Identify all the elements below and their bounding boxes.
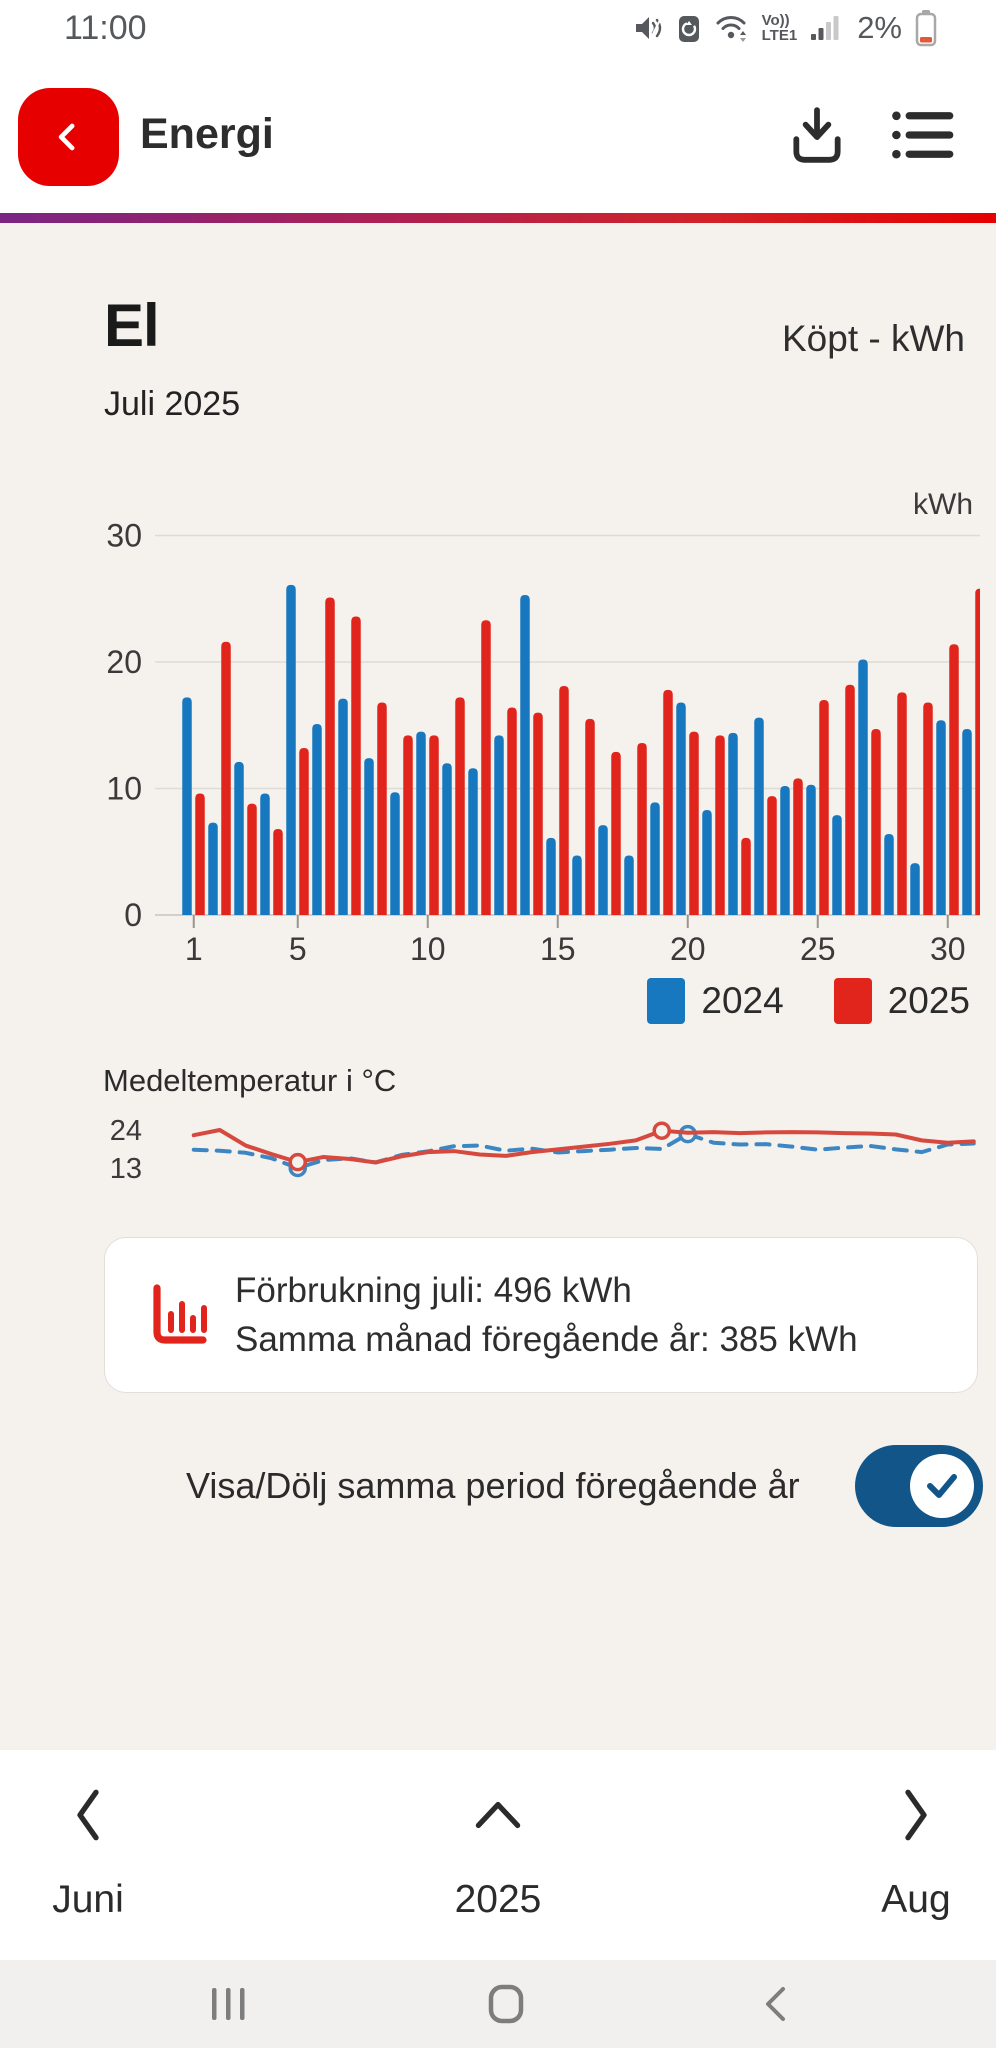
svg-text:kWh: kWh [913, 490, 973, 521]
prev-month-button[interactable]: Juni [28, 1786, 148, 1922]
svg-text:25: 25 [800, 931, 836, 960]
status-bar: 11:00 Vo)) [0, 0, 996, 56]
recents-button[interactable] [206, 1984, 252, 2024]
section-heading: El [104, 292, 160, 359]
network-type-label: Vo)) LTE1 [761, 12, 798, 44]
prev-month-label: Juni [52, 1878, 124, 1921]
period-label: Juli 2025 [104, 385, 241, 423]
brand-gradient-divider [0, 213, 996, 223]
svg-text:30: 30 [106, 518, 142, 554]
mute-icon [632, 12, 664, 44]
legend-swatch-2024 [647, 978, 686, 1024]
svg-text:20: 20 [106, 644, 142, 680]
chevron-left-icon [58, 123, 74, 151]
svg-text:15: 15 [540, 931, 576, 960]
compare-toggle-label: Visa/Dölj samma period föregående år [186, 1465, 800, 1506]
battery-percent-label: 2% [857, 10, 902, 45]
list-menu-button[interactable] [890, 107, 954, 163]
consumption-previous-line: Samma månad föregående år: 385 kWh [235, 1319, 858, 1359]
svg-text:0: 0 [124, 897, 142, 933]
energy-content: El Köpt - kWh Juli 2025 kWh 30 20 10 0 1 5 10 15… [0, 223, 996, 1750]
app-header: Energi [0, 56, 996, 213]
temperature-title: Medeltemperatur i °C [103, 1063, 397, 1098]
next-month-button[interactable]: Aug [856, 1786, 976, 1922]
legend-swatch-2025 [833, 978, 872, 1024]
wifi-icon [714, 11, 750, 45]
home-button[interactable] [485, 1983, 527, 2025]
check-icon [927, 1474, 957, 1498]
svg-text:24: 24 [110, 1115, 142, 1147]
svg-text:30: 30 [930, 931, 966, 960]
period-navigation: Juni 2025 Aug [0, 1750, 996, 1960]
year-selector-button[interactable]: 2025 [438, 1786, 558, 1922]
signal-strength-icon [809, 12, 843, 44]
svg-text:5: 5 [289, 931, 307, 960]
svg-text:20: 20 [670, 931, 706, 960]
compare-toggle-switch[interactable] [855, 1445, 983, 1527]
battery-icon [914, 9, 938, 47]
bar-chart-icon [149, 1282, 211, 1348]
android-back-button[interactable] [760, 1983, 790, 2025]
legend-item-2024: 2024 [647, 978, 815, 1024]
toggle-knob [910, 1454, 974, 1518]
chevron-up-icon [471, 1786, 525, 1844]
clock: 11:00 [64, 8, 147, 47]
year-label: 2025 [454, 1878, 542, 1921]
unit-heading: Köpt - kWh [782, 318, 965, 359]
chevron-left-icon [72, 1786, 104, 1844]
compare-toggle-row: Visa/Dölj samma period föregående år [0, 1445, 996, 1527]
svg-text:10: 10 [410, 931, 446, 960]
legend-item-2025: 2025 [833, 978, 970, 1024]
svg-text:13: 13 [110, 1153, 142, 1185]
next-month-label: Aug [881, 1878, 951, 1921]
page-title: Energi [140, 110, 274, 158]
download-button[interactable] [788, 104, 846, 166]
consumption-summary-card: Förbrukning juli: 496 kWh Samma månad fö… [104, 1237, 978, 1393]
battery-saver-icon [676, 12, 702, 44]
android-navigation-bar [0, 1960, 996, 2048]
back-button[interactable] [18, 88, 119, 186]
svg-text:10: 10 [106, 771, 142, 807]
chart-legend: 2024 2025 [647, 978, 970, 1024]
svg-text:1: 1 [185, 931, 203, 960]
chevron-right-icon [900, 1786, 932, 1844]
consumption-current-line: Förbrukning juli: 496 kWh [235, 1270, 632, 1310]
